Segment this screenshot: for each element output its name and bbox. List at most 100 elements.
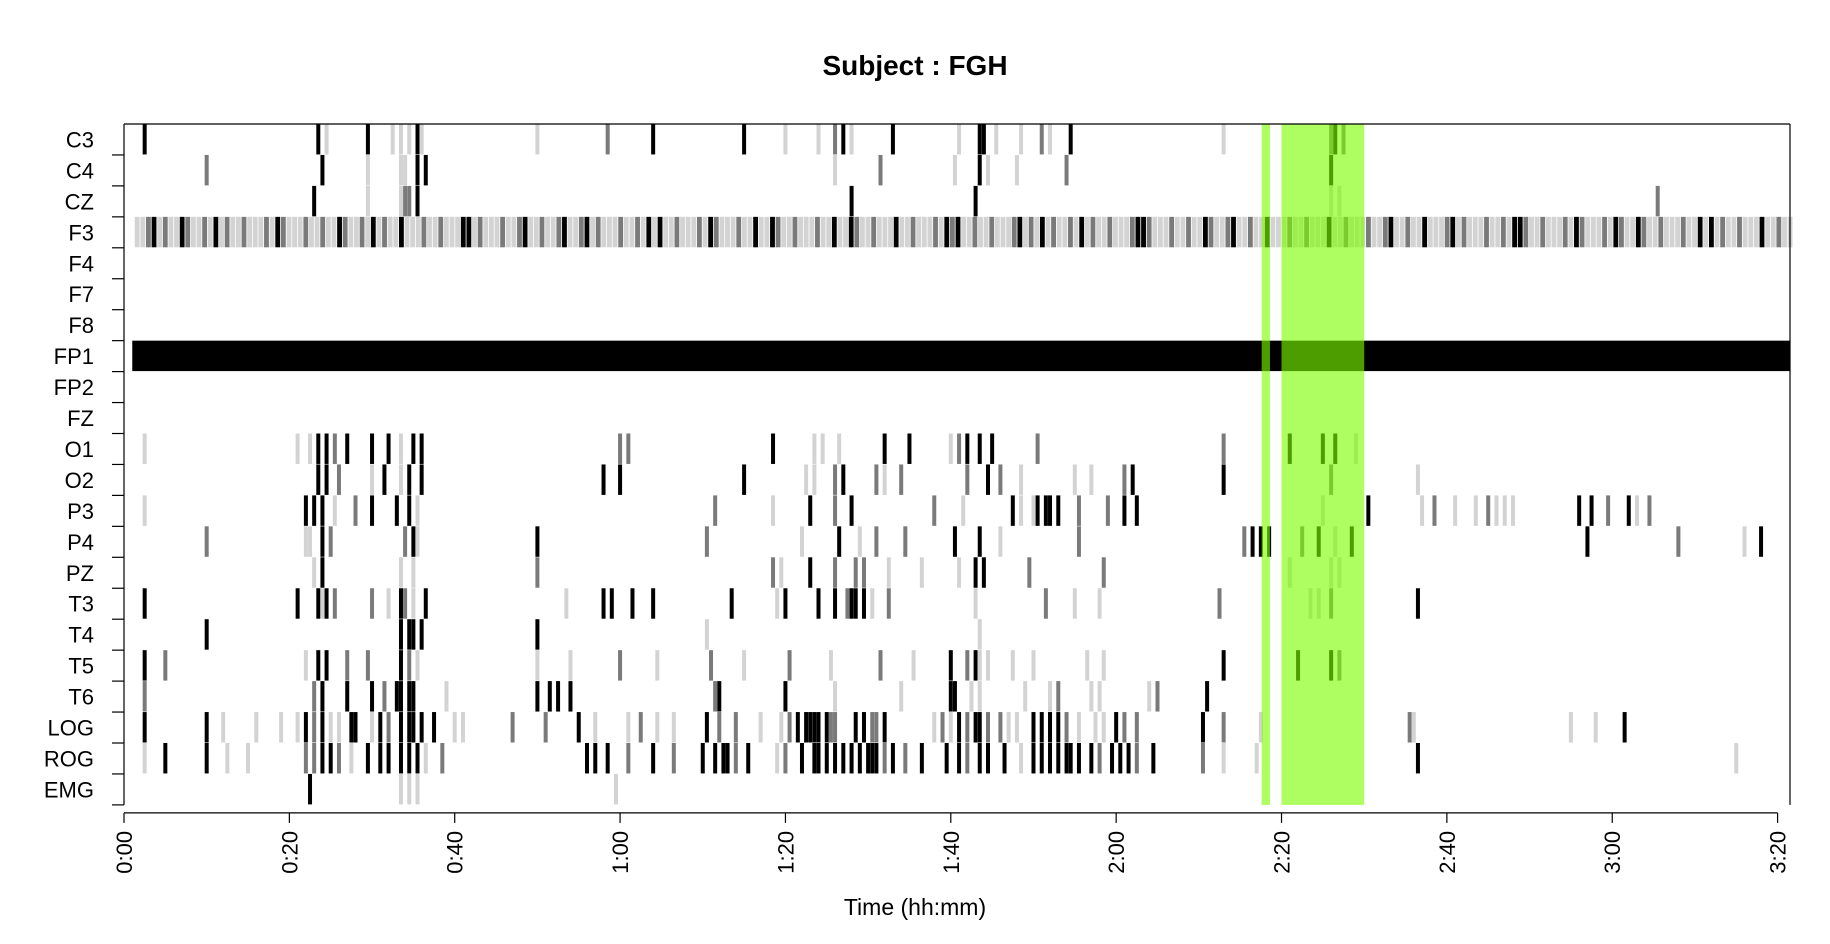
event-mark — [1051, 216, 1057, 248]
event-mark — [1146, 216, 1152, 248]
event-mark — [1577, 495, 1582, 526]
event-mark — [1545, 216, 1551, 248]
event-mark — [168, 216, 174, 248]
event-mark — [316, 650, 321, 681]
event-mark — [324, 433, 329, 464]
event-mark — [1208, 216, 1214, 248]
event-mark — [1097, 743, 1102, 774]
event-mark — [865, 216, 871, 248]
event-mark — [1169, 216, 1175, 248]
event-mark — [303, 495, 308, 526]
event-mark — [1089, 464, 1094, 495]
event-mark — [1439, 216, 1444, 248]
event-mark — [1415, 464, 1420, 495]
event-mark — [378, 743, 383, 774]
event-mark — [961, 216, 967, 248]
event-mark — [444, 681, 449, 712]
event-mark — [986, 154, 991, 186]
event-mark — [824, 712, 829, 743]
event-mark — [719, 216, 725, 248]
event-mark — [849, 185, 854, 217]
event-mark — [848, 216, 854, 248]
event-mark — [1658, 216, 1664, 248]
event-mark — [965, 712, 970, 743]
event-mark — [163, 743, 168, 774]
event-mark — [390, 124, 395, 155]
event-mark — [709, 650, 714, 681]
y-tick-label: T5 — [68, 654, 94, 679]
event-mark — [1433, 216, 1439, 248]
event-mark — [308, 526, 313, 557]
event-mark — [910, 216, 916, 248]
event-mark — [403, 588, 408, 619]
event-mark — [841, 464, 846, 495]
event-mark — [651, 743, 656, 774]
event-mark — [1484, 216, 1489, 248]
event-mark — [1388, 216, 1394, 248]
event-mark — [1371, 216, 1377, 248]
event-mark — [1708, 216, 1714, 248]
event-mark — [663, 216, 669, 248]
event-mark — [849, 495, 854, 526]
event-mark — [535, 557, 540, 588]
event-mark — [671, 712, 676, 743]
event-mark — [1014, 712, 1019, 743]
event-mark — [861, 557, 866, 588]
event-mark — [494, 216, 500, 248]
y-tick-label: F4 — [68, 251, 94, 276]
event-mark — [651, 588, 656, 619]
event-mark — [320, 216, 326, 248]
event-mark — [466, 216, 472, 248]
event-mark — [746, 743, 751, 774]
event-mark — [438, 216, 444, 248]
event-mark — [607, 216, 612, 248]
event-mark — [1134, 495, 1139, 526]
event-mark — [1405, 216, 1411, 248]
event-mark — [841, 743, 846, 774]
event-mark — [1422, 216, 1428, 248]
event-mark — [871, 216, 877, 248]
event-mark — [816, 712, 821, 743]
event-mark — [833, 557, 838, 588]
event-mark — [651, 124, 656, 155]
event-mark — [717, 712, 722, 743]
event-mark — [415, 743, 420, 774]
event-mark — [410, 216, 416, 248]
event-mark — [1748, 216, 1754, 248]
event-mark — [1593, 712, 1598, 743]
event-mark — [535, 681, 540, 712]
event-mark — [874, 743, 879, 774]
event-mark — [312, 557, 317, 588]
event-mark — [312, 185, 317, 217]
event-mark — [230, 216, 236, 248]
event-mark — [423, 588, 428, 619]
event-mark — [411, 619, 416, 650]
event-mark — [1101, 557, 1106, 588]
x-tick-label: 1:20 — [773, 831, 798, 874]
x-tick-label: 0:40 — [443, 831, 468, 874]
event-mark — [1141, 216, 1146, 248]
event-mark — [224, 216, 230, 248]
event-mark — [861, 712, 866, 743]
event-mark — [332, 433, 337, 464]
event-mark — [1068, 216, 1073, 248]
event-mark — [948, 433, 953, 464]
event-mark — [713, 681, 718, 712]
event-mark — [841, 124, 846, 155]
event-mark — [365, 154, 370, 186]
event-mark — [1097, 588, 1102, 619]
event-mark — [1129, 216, 1135, 248]
event-mark — [1064, 743, 1069, 774]
event-mark — [365, 650, 370, 681]
event-mark — [1048, 712, 1053, 743]
event-mark — [1495, 216, 1501, 248]
event-mark — [646, 216, 652, 248]
event-mark — [638, 712, 643, 743]
event-mark — [1219, 216, 1225, 248]
event-mark — [1236, 216, 1242, 248]
event-mark — [1512, 216, 1518, 248]
event-mark — [629, 216, 635, 248]
event-mark — [419, 433, 424, 464]
event-mark — [680, 216, 685, 248]
event-mark — [423, 154, 428, 186]
